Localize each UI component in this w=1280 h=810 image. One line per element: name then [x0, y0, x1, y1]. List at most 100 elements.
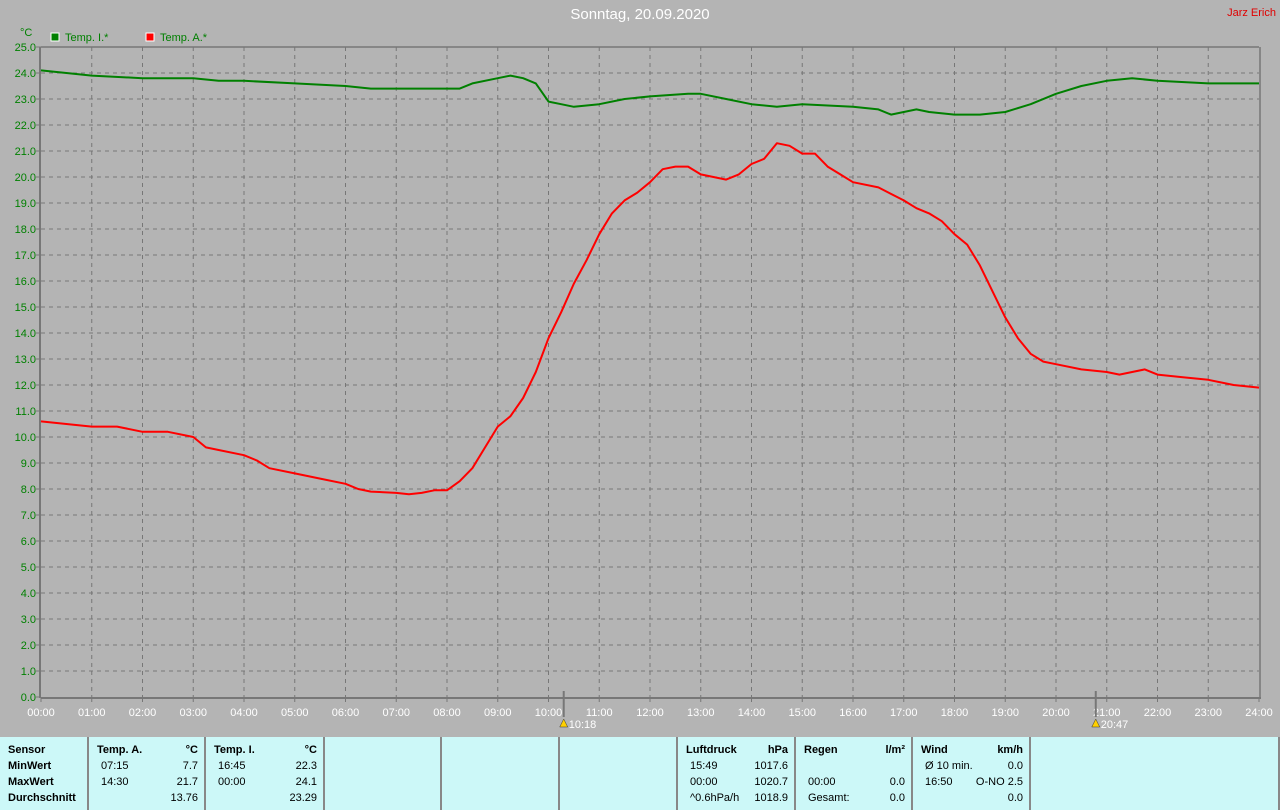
column-wind: Wind km/h Ø 10 min. 0.0 16:50 O-NO 2.5 0.0	[913, 737, 1031, 810]
luft-time: ^0.6hPa/h	[690, 792, 740, 804]
y-tick-label: 11.0	[15, 406, 36, 418]
column-blank	[1031, 737, 1280, 810]
regen-unit: l/m²	[885, 744, 905, 756]
x-tick-label: 00:00	[27, 707, 55, 719]
tempI-time: 00:00	[218, 776, 246, 788]
y-tick-label: 22.0	[15, 120, 36, 132]
luft-header: Luftdruck	[686, 744, 737, 756]
y-tick-label: 6.0	[21, 536, 36, 548]
tempI-time: 16:45	[218, 760, 246, 772]
stats-panel: Sensor MinWert MaxWert Durchschnitt Temp. A.…	[0, 737, 1280, 810]
x-tick-label: 11:00	[586, 707, 613, 719]
row-label: MaxWert	[8, 776, 54, 788]
x-tick-label: 01:00	[78, 707, 106, 719]
y-axis-unit: °C	[20, 27, 32, 39]
y-tick-label: 5.0	[21, 562, 36, 574]
x-tick-label: 12:00	[636, 707, 664, 719]
y-tick-label: 7.0	[21, 510, 36, 522]
column-tempA: Temp. A. °C 07:15 7.7 14:30 21.7 13.76	[89, 737, 206, 810]
series-line-1	[40, 142, 1260, 496]
y-tick-label: 21.0	[15, 146, 36, 158]
x-tick-label: 10:00	[535, 707, 563, 719]
x-tick-label: 07:00	[382, 707, 410, 719]
temperature-chart: 0.0 1.0 2.0 3.0 4.0 5.0 6.0 7.0 8.0 9.0 10.0 11.0 12…	[15, 27, 1273, 731]
wind-value: 0.0	[1007, 792, 1023, 804]
tempA-time: 07:15	[101, 760, 129, 772]
x-tick-label: 21:00	[1093, 707, 1121, 719]
luft-time: 00:00	[690, 776, 718, 788]
legend-label: Temp. I.*	[65, 32, 109, 44]
luft-time: 15:49	[690, 760, 718, 772]
tempA-value: 7.7	[182, 760, 198, 772]
luft-value: 1020.7	[754, 776, 788, 788]
y-tick-label: 17.0	[15, 250, 36, 262]
y-tick-label: 0.0	[21, 692, 36, 704]
tempI-unit: °C	[304, 744, 317, 756]
regen-value: 0.0	[889, 792, 905, 804]
column-blank	[442, 737, 560, 810]
row-label: Durchschnitt	[8, 792, 76, 804]
wind-time: Ø 10 min.	[925, 760, 973, 772]
x-tick-label: 15:00	[788, 707, 816, 719]
tempA-header: Temp. A.	[97, 744, 143, 756]
x-tick-label: 06:00	[332, 707, 360, 719]
x-tick-label: 24:00	[1245, 707, 1273, 719]
x-tick-label: 22:00	[1144, 707, 1172, 719]
marker-label: 20:47	[1101, 719, 1129, 731]
wind-time: 16:50	[925, 776, 953, 788]
y-tick-label: 12.0	[15, 380, 36, 392]
x-tick-label: 08:00	[433, 707, 461, 719]
y-tick-label: 4.0	[21, 588, 36, 600]
y-tick-label: 9.0	[21, 458, 36, 470]
legend-swatch	[50, 32, 60, 42]
x-tick-label: 09:00	[484, 707, 512, 719]
tempA-time: 14:30	[101, 776, 129, 788]
y-tick-label: 23.0	[15, 94, 36, 106]
x-tick-label: 20:00	[1042, 707, 1070, 719]
marker-label: 10:18	[569, 719, 597, 731]
sunrise-icon	[559, 718, 569, 728]
x-tick-label: 19:00	[991, 707, 1019, 719]
tempA-value: 13.76	[170, 792, 198, 804]
wind-unit: km/h	[997, 744, 1023, 756]
legend-swatch	[145, 32, 155, 42]
sunset-icon	[1091, 718, 1101, 728]
y-tick-label: 18.0	[15, 224, 36, 236]
luft-value: 1017.6	[754, 760, 788, 772]
y-tick-label: 24.0	[15, 68, 36, 80]
y-tick-label: 8.0	[21, 484, 36, 496]
y-tick-label: 13.0	[15, 354, 36, 366]
column-sensor: Sensor MinWert MaxWert Durchschnitt	[0, 737, 89, 810]
y-tick-label: 2.0	[21, 640, 36, 652]
wind-value: O-NO 2.5	[975, 776, 1023, 788]
regen-time: Gesamt:	[808, 792, 850, 804]
regen-value: 0.0	[889, 776, 905, 788]
x-tick-label: 16:00	[839, 707, 867, 719]
x-tick-label: 05:00	[281, 707, 309, 719]
x-tick-label: 17:00	[890, 707, 918, 719]
regen-time: 00:00	[808, 776, 836, 788]
chart-title: Sonntag, 20.09.2020	[570, 6, 710, 23]
column-blank	[325, 737, 442, 810]
regen-header: Regen	[804, 744, 838, 756]
tempI-value: 24.1	[295, 776, 317, 788]
x-tick-label: 02:00	[129, 707, 157, 719]
legend-label: Temp. A.*	[160, 32, 208, 44]
wind-value: 0.0	[1007, 760, 1023, 772]
x-tick-label: 14:00	[738, 707, 766, 719]
row-label: MinWert	[8, 760, 52, 772]
column-luft: Luftdruck hPa 15:49 1017.6 00:00 1020.7 ^0.6hP…	[678, 737, 796, 810]
tempA-value: 21.7	[176, 776, 198, 788]
x-tick-label: 18:00	[941, 707, 969, 719]
y-tick-label: 3.0	[21, 614, 36, 626]
y-tick-label: 19.0	[15, 198, 36, 210]
column-tempI: Temp. I. °C 16:45 22.3 00:00 24.1 23.29	[206, 737, 325, 810]
tempI-value: 22.3	[295, 760, 317, 772]
luft-value: 1018.9	[754, 792, 788, 804]
tempI-value: 23.29	[289, 792, 317, 804]
x-tick-label: 04:00	[230, 707, 258, 719]
x-tick-label: 23:00	[1194, 707, 1222, 719]
y-tick-label: 14.0	[15, 328, 36, 340]
series-line-0	[40, 69, 1259, 116]
x-tick-label: 13:00	[687, 707, 715, 719]
